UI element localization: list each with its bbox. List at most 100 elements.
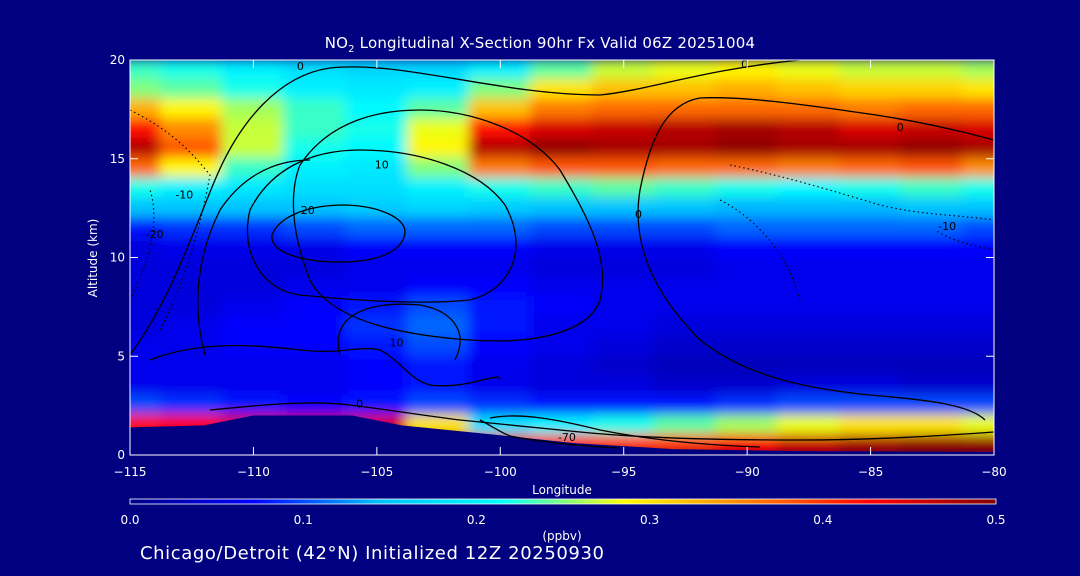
heatmap-cell — [283, 315, 347, 338]
heatmap-cell — [962, 256, 994, 279]
heatmap-cell — [406, 394, 471, 417]
contour-line-10-inner — [246, 149, 517, 303]
heatmap-cell — [777, 157, 841, 180]
heatmap-cell — [530, 355, 594, 377]
colorbar-frame — [129, 498, 997, 505]
heatmap-cell — [345, 177, 409, 200]
heatmap-cell — [345, 197, 409, 219]
heatmap-cell — [283, 236, 347, 259]
heatmap-cell — [468, 157, 533, 180]
dotted-contour-east-2 — [719, 199, 801, 301]
heatmap-cell — [653, 60, 718, 81]
heatmap-cell — [283, 355, 347, 377]
heatmap-cell — [159, 60, 224, 81]
contour-label: 10 — [375, 159, 389, 172]
heatmap-cell — [221, 98, 286, 121]
heatmap-cell — [591, 276, 656, 298]
heatmap-cell — [838, 236, 903, 259]
heatmap-cell — [283, 276, 347, 298]
heatmap-cell — [653, 197, 718, 219]
heatmap-cell — [715, 217, 779, 239]
heatmap-cell — [653, 217, 718, 239]
dotted-contour-east-3 — [934, 229, 994, 251]
heatmap-cell — [345, 138, 409, 160]
heatmap-cell — [345, 118, 409, 140]
heatmap-cell — [159, 177, 224, 200]
heatmap-cell — [653, 276, 718, 298]
heatmap-cell — [591, 157, 656, 180]
heatmap-cell — [130, 60, 162, 81]
heatmap-cell — [221, 375, 286, 397]
heatmap-cell — [715, 60, 779, 81]
heatmap-cell — [130, 177, 162, 200]
heatmap-cell — [130, 236, 162, 259]
heatmap-cell — [653, 177, 718, 200]
heatmap-cell — [838, 98, 903, 121]
contour-line-10-low — [149, 344, 501, 387]
contour-label: 0 — [356, 398, 363, 411]
heatmap-cell — [715, 197, 779, 219]
x-tick-label: −80 — [981, 465, 1006, 479]
contour-line-surface-c — [489, 415, 761, 448]
contour-label: -20 — [146, 228, 164, 241]
heatmap-cell — [221, 157, 286, 180]
heatmap-cell — [530, 236, 594, 259]
heatmap-cell — [715, 355, 779, 377]
x-tick-label: −110 — [237, 465, 270, 479]
heatmap-cell — [406, 177, 471, 200]
x-tick-label: −85 — [858, 465, 883, 479]
heatmap-cell — [130, 78, 162, 101]
heatmap-cell — [715, 296, 779, 318]
heatmap-cell — [283, 296, 347, 318]
x-tick-label: −100 — [484, 465, 517, 479]
contour-line-surface-b — [479, 419, 621, 449]
heatmap-cell — [221, 78, 286, 101]
heatmap-cell — [159, 394, 224, 417]
heatmap-cell — [130, 355, 162, 377]
heatmap-cell — [591, 236, 656, 259]
heatmap-cell — [962, 276, 994, 298]
contour-line-20 — [271, 204, 406, 263]
contour-label: 0 — [741, 58, 748, 71]
footer-init-text: Chicago/Detroit (42°N) Initialized 12Z 2… — [140, 543, 605, 564]
heatmap-cell — [900, 157, 965, 180]
heatmap-cell — [283, 256, 347, 279]
y-tick-label: 5 — [117, 349, 125, 363]
heatmap-cell — [283, 118, 347, 140]
contour-line-0-outer — [130, 60, 801, 356]
heatmap-cell — [468, 98, 533, 121]
heatmap-cell — [777, 355, 841, 377]
heatmap-cell — [900, 375, 965, 397]
heatmap-cell — [283, 98, 347, 121]
heatmap-cell — [591, 256, 656, 279]
colorbar-tick-label: 0.5 — [986, 513, 1005, 527]
heatmap-cell — [591, 60, 656, 81]
heatmap-cell — [715, 177, 779, 200]
heatmap-cell — [159, 138, 224, 160]
heatmap-cell — [468, 138, 533, 160]
contour-label: 10 — [390, 336, 404, 349]
heatmap-cell — [591, 355, 656, 377]
heatmap-cell — [345, 256, 409, 279]
x-tick-label: −95 — [611, 465, 636, 479]
heatmap-cell — [900, 60, 965, 81]
heatmap-cell — [530, 217, 594, 239]
heatmap-cell — [159, 118, 224, 140]
heatmap-cell — [591, 335, 656, 358]
contour-label: 0 — [897, 121, 904, 134]
heatmap-cell — [530, 296, 594, 318]
heatmap-cell — [900, 256, 965, 279]
contour-line-mid — [197, 159, 461, 361]
heatmap-cell — [406, 138, 471, 160]
heatmap-cell — [962, 78, 994, 101]
heatmap-cell — [130, 335, 162, 358]
heatmap-cell — [838, 276, 903, 298]
heatmap-cell — [777, 60, 841, 81]
heatmap-cell — [468, 394, 533, 417]
heatmap-cell — [283, 217, 347, 239]
heatmap-cell — [283, 138, 347, 160]
heatmap-cell — [900, 296, 965, 318]
heatmap-cell — [900, 177, 965, 200]
heatmap-cell — [406, 118, 471, 140]
heatmap-cell — [159, 236, 224, 259]
